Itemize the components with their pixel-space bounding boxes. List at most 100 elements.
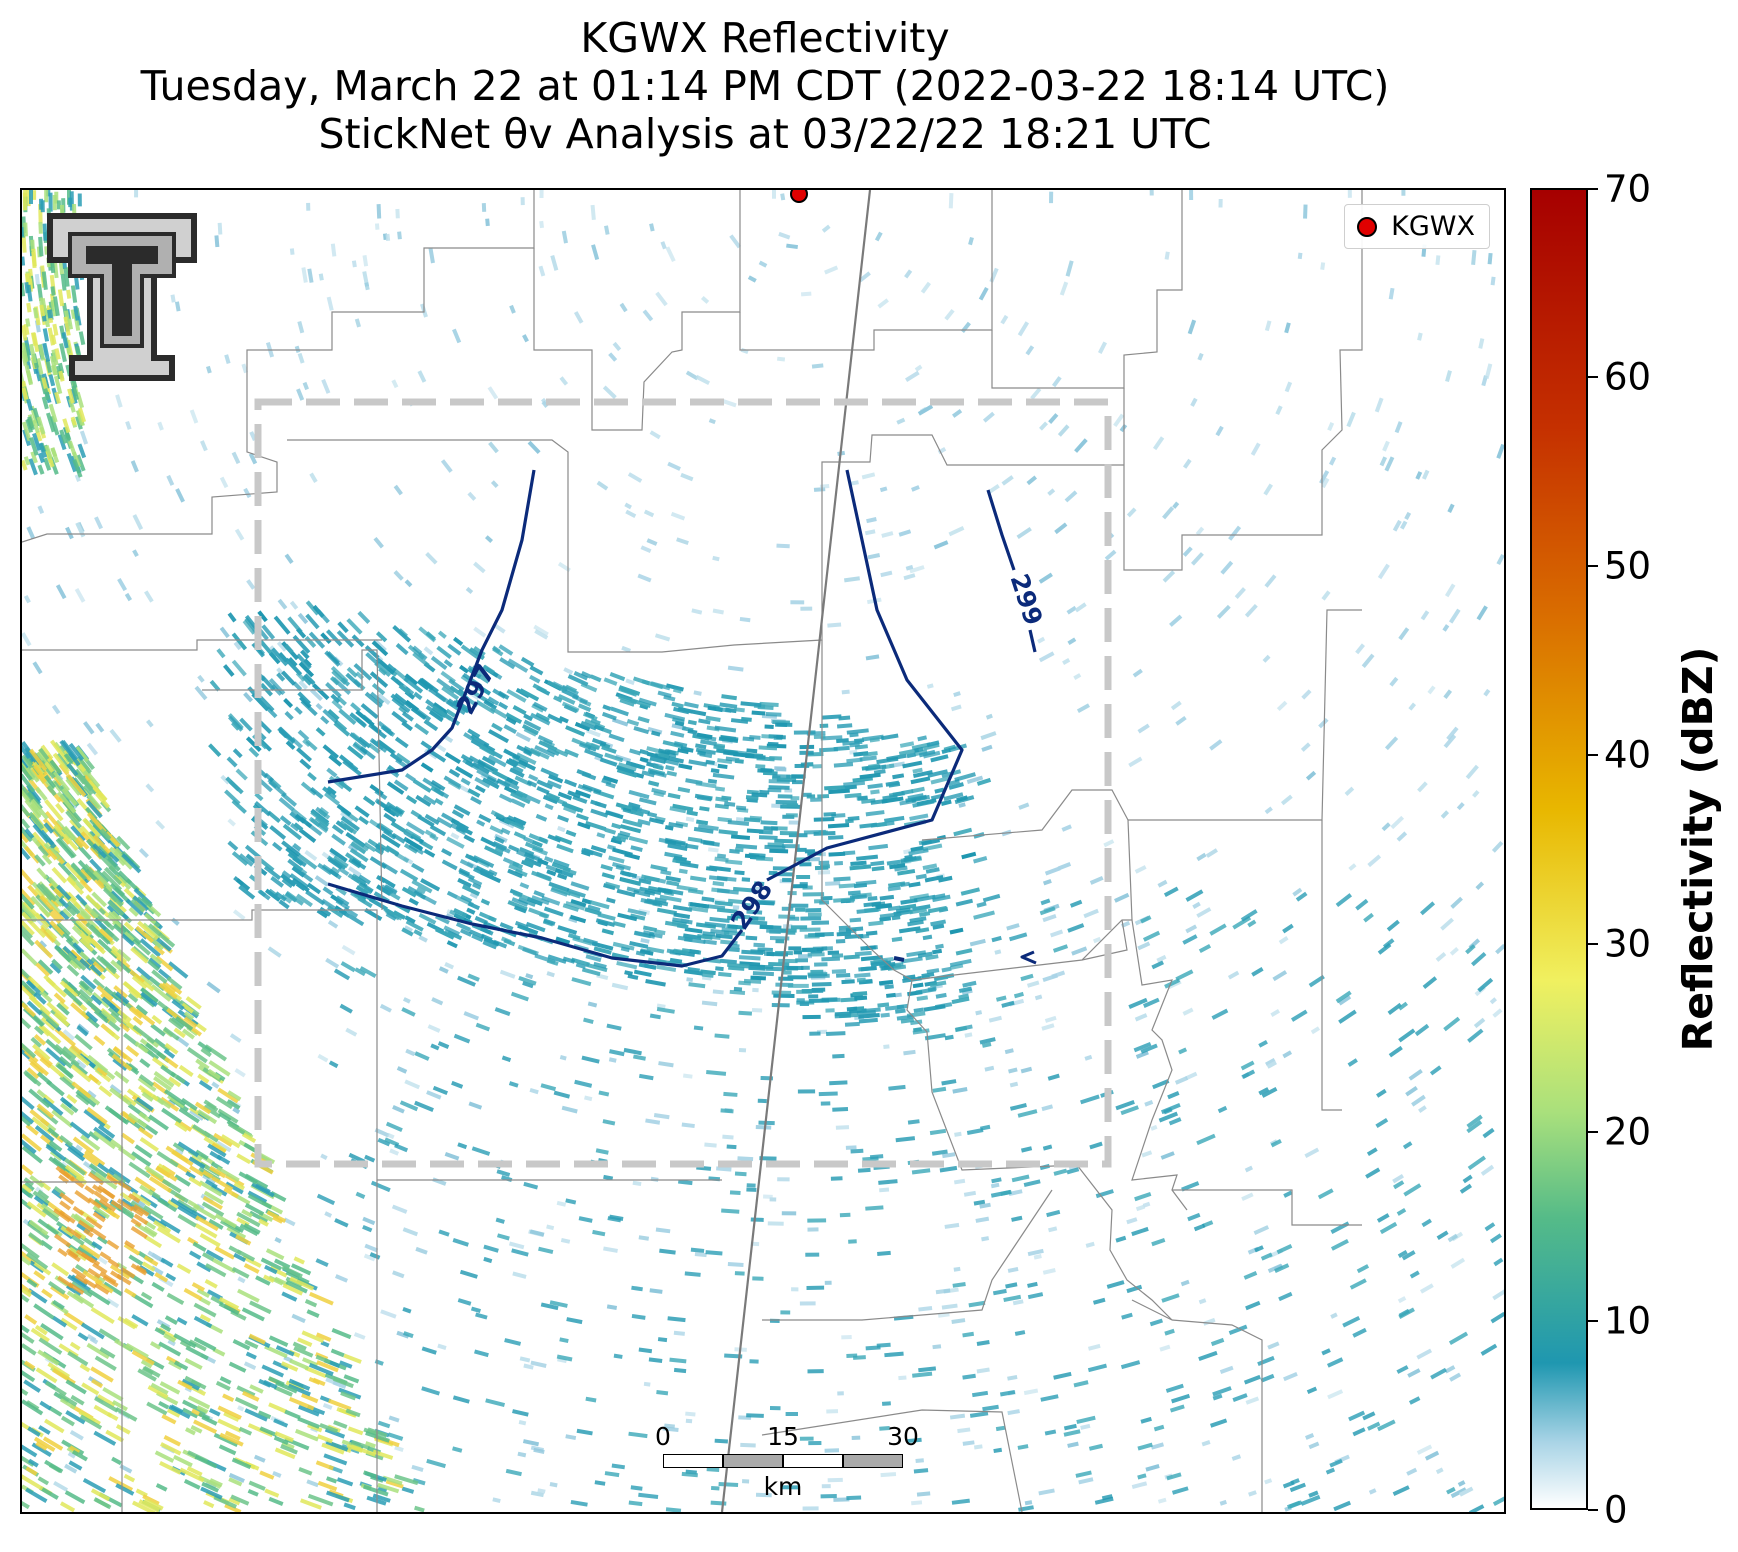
echo-gate: [1057, 424, 1070, 437]
echo-gate: [1295, 891, 1308, 902]
echo-gate: [25, 1466, 38, 1476]
echo-gate: [130, 1225, 148, 1239]
radar-map[interactable]: 297 298 299 KGWX 0 15 30 km: [20, 188, 1506, 1514]
echo-gate: [1231, 1454, 1242, 1461]
echo-gate: [270, 647, 289, 667]
echo-gate: [258, 889, 271, 901]
echo-gate: [914, 364, 923, 372]
echo-gate: [59, 980, 79, 998]
echo-gate: [860, 955, 883, 962]
echo-gate: [524, 857, 542, 868]
echo-gate: [898, 1375, 907, 1381]
echo-gate: [297, 1337, 313, 1347]
echo-gate: [22, 980, 38, 998]
echo-gate: [814, 962, 828, 967]
echo-gate: [1264, 320, 1272, 332]
echo-gate: [243, 692, 254, 703]
echo-gate: [125, 1045, 140, 1057]
echo-gate: [659, 1248, 676, 1255]
echo-gate: [640, 874, 660, 883]
echo-gate: [62, 1046, 77, 1060]
echo-gate: [581, 1055, 600, 1064]
echo-gate: [364, 1243, 379, 1253]
echo-gate: [833, 1497, 850, 1502]
echo-gate: [75, 1089, 97, 1108]
echo-gate: [386, 663, 397, 673]
echo-gate: [168, 1017, 184, 1031]
echo-gate: [919, 911, 931, 917]
echo-gate: [1053, 1371, 1072, 1380]
echo-gate: [40, 297, 48, 316]
echo-gate: [107, 850, 120, 863]
echo-gate: [22, 830, 30, 844]
echo-gate: [154, 1450, 175, 1463]
echo-gate: [628, 789, 650, 800]
echo-gate: [30, 239, 35, 251]
echo-gate: [1443, 1016, 1461, 1032]
echo-gate: [1301, 689, 1312, 700]
echo-gate: [765, 966, 786, 972]
echo-gate: [517, 1451, 527, 1458]
echo-gate: [910, 845, 924, 852]
echo-gate: [811, 982, 832, 987]
echo-gate: [1219, 1365, 1234, 1375]
echo-gate: [74, 588, 86, 603]
echo-gate: [174, 301, 181, 312]
echo-gate: [1202, 1317, 1216, 1326]
echo-gate: [22, 1011, 32, 1030]
echo-gate: [535, 813, 548, 822]
echo-gate: [547, 834, 562, 843]
theta-v-contours: [327, 469, 1037, 968]
echo-gate: [639, 949, 654, 956]
echo-gate: [285, 846, 299, 859]
echo-gate: [895, 1136, 916, 1143]
echo-gate: [22, 1287, 32, 1298]
echo-gate: [1039, 421, 1048, 431]
echo-gate: [782, 802, 799, 808]
echo-gate: [169, 983, 183, 995]
echo-gate: [217, 1418, 242, 1433]
echo-gate: [463, 834, 476, 843]
echo-gate: [139, 974, 154, 987]
echo-gate: [1054, 522, 1068, 535]
echo-gate: [683, 933, 702, 940]
echo-gate: [22, 387, 29, 400]
echo-gate: [874, 231, 883, 242]
echo-gate: [854, 738, 865, 744]
echo-gate: [22, 1093, 35, 1110]
echo-gate: [1218, 198, 1223, 208]
echo-gate: [641, 679, 664, 690]
echo-gate: [216, 1166, 240, 1183]
echo-gate: [315, 727, 326, 737]
echo-gate: [791, 1287, 799, 1292]
echo-gate: [684, 1271, 701, 1277]
echo-gate: [155, 1165, 178, 1182]
echo-gate: [865, 810, 885, 817]
echo-gate: [469, 892, 479, 899]
echo-gate: [52, 194, 57, 211]
echo-gate: [97, 852, 117, 872]
echo-gate: [1420, 901, 1436, 916]
echo-gate: [82, 788, 102, 810]
echo-gate: [884, 1351, 904, 1358]
echo-gate: [941, 747, 951, 755]
echo-gate: [91, 1241, 103, 1251]
echo-gate: [921, 838, 941, 846]
echo-gate: [777, 1177, 790, 1182]
echo-gate: [360, 703, 379, 720]
echo-gate: [42, 223, 48, 241]
echo-gate: [195, 1149, 209, 1161]
echo-gate: [572, 795, 588, 804]
echo-gate: [467, 876, 483, 887]
echo-gate: [611, 1463, 626, 1470]
echo-gate: [824, 265, 839, 275]
echo-gate: [807, 1218, 827, 1223]
echo-gate: [622, 818, 643, 828]
echo-gate: [108, 892, 124, 907]
echo-gate: [1067, 923, 1085, 933]
echo-gate: [754, 881, 765, 886]
echo-gate: [22, 1108, 35, 1125]
echo-gate: [1007, 1266, 1019, 1273]
echo-gate: [943, 792, 964, 801]
echo-gate: [1017, 1109, 1038, 1118]
